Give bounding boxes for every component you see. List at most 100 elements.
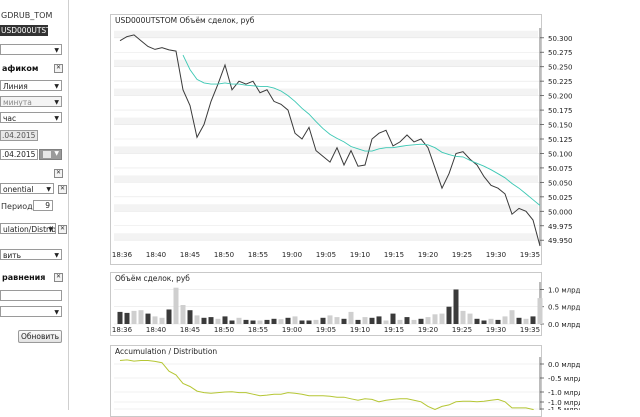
y-tick-label: 0.5 млрд <box>548 304 580 312</box>
x-tick-label: 18:55 <box>248 251 268 259</box>
volume-bar <box>208 317 214 324</box>
volume-bar <box>404 317 410 324</box>
volume-bar <box>131 310 137 324</box>
period-label: Период : <box>1 202 38 211</box>
grid-band <box>114 175 538 183</box>
volume-bar <box>509 310 515 324</box>
interval-select[interactable]: час ▼ <box>0 112 62 123</box>
volume-bar <box>439 313 445 324</box>
chart-type-value: Линия <box>3 82 28 91</box>
refresh-button[interactable]: Обновить <box>18 330 62 343</box>
volume-bar <box>481 320 487 324</box>
indicator-type-value: onential <box>3 185 34 194</box>
x-tick-label: 18:36 <box>112 326 133 334</box>
chart-section-title: афиком <box>2 64 39 73</box>
y-tick-label: 50.025 <box>548 194 573 202</box>
date-to-input[interactable]: .04.2015 <box>0 149 38 160</box>
volume-bar <box>257 320 263 324</box>
x-tick-label: 18:55 <box>248 326 268 334</box>
ema-line <box>182 54 541 206</box>
chevron-down-icon: ▼ <box>54 252 59 259</box>
volume-bar <box>313 319 319 324</box>
action-value: вить <box>3 251 22 260</box>
x-tick-label: 19:10 <box>350 251 370 259</box>
volume-bar <box>341 318 347 324</box>
interval-value: час <box>3 114 17 123</box>
volume-bar <box>194 315 200 324</box>
compare-input[interactable] <box>0 290 62 301</box>
chevron-down-icon: ▼ <box>54 115 59 122</box>
volume-bar <box>138 310 144 324</box>
volume-bar <box>537 298 543 324</box>
grid-band <box>114 30 538 38</box>
chevron-down-icon: ▼ <box>54 150 59 157</box>
compare-section-title: равнения <box>2 273 46 282</box>
y-tick-label: 50.125 <box>548 136 573 144</box>
grid-band <box>114 233 538 241</box>
instrument-select[interactable]: ▼ <box>0 44 62 55</box>
instrument-item-usd000utstom[interactable]: USD000UTSTOM <box>0 25 64 36</box>
volume-bar <box>278 319 284 324</box>
indicator-type-select[interactable]: onential ▼ <box>0 183 54 194</box>
x-tick-label: 18:50 <box>214 251 234 259</box>
close-icon[interactable]: ✕ <box>54 169 63 178</box>
volume-bar <box>523 318 529 324</box>
volume-bar <box>222 316 228 324</box>
volume-bar <box>187 310 193 324</box>
volume-bar <box>446 306 452 324</box>
x-tick-label: 19:20 <box>418 326 438 334</box>
close-icon[interactable]: ✕ <box>58 225 67 234</box>
x-tick-label: 19:35 <box>520 251 540 259</box>
calendar-button[interactable]: ▼ <box>39 149 62 160</box>
indicator2-value: ulation/Distrib <box>3 225 56 234</box>
y-tick-label: -1.0 млрд <box>548 389 580 397</box>
date-from-input[interactable]: .04.2015 <box>0 130 38 141</box>
volume-bar <box>145 313 151 324</box>
volume-bar <box>425 317 431 324</box>
chevron-down-icon: ▼ <box>46 186 51 193</box>
indicator2-select[interactable]: ulation/Distrib ▼ <box>0 223 56 234</box>
y-tick-label: 50.000 <box>548 208 573 216</box>
chevron-down-icon: ▼ <box>54 309 59 316</box>
x-tick-label: 18:45 <box>180 251 200 259</box>
price-chart-panel: USD000UTSTOM Объём сделок, руб <box>110 14 542 265</box>
volume-bar <box>292 316 298 324</box>
grid-band <box>114 146 538 154</box>
volume-bar <box>215 318 221 324</box>
price-line <box>119 34 541 247</box>
y-tick-label: 50.275 <box>548 49 573 57</box>
x-tick-label: 19:15 <box>384 251 404 259</box>
y-tick-label: 0.0 млрд <box>548 321 580 329</box>
volume-bar <box>369 317 375 324</box>
y-tick-label: 0.0 млрд <box>548 361 580 369</box>
settings-panel: GDRUB_TOM USD000UTSTOM ▼ афиком ✕ Линия ▼… <box>0 0 69 410</box>
close-icon[interactable]: ✕ <box>58 185 67 194</box>
volume-bar <box>502 316 508 324</box>
volume-chart-title: Объём сделок, руб <box>115 274 190 283</box>
grid-band <box>114 117 538 125</box>
close-icon[interactable]: ✕ <box>54 273 63 282</box>
volume-bar <box>173 287 179 324</box>
y-tick-label: 50.100 <box>548 150 573 158</box>
x-tick-label: 18:40 <box>146 251 166 259</box>
volume-bar <box>453 289 459 324</box>
volume-bar <box>306 320 312 324</box>
y-tick-label: -1.5 млрд <box>548 406 580 410</box>
volume-bar <box>201 317 207 324</box>
x-tick-label: 19:30 <box>486 251 506 259</box>
y-tick-label: 50.150 <box>548 122 573 130</box>
instrument-item-gdrub[interactable]: GDRUB_TOM <box>1 11 53 20</box>
interval-unit-select[interactable]: минута ▼ <box>0 96 62 107</box>
y-tick-label: 50.225 <box>548 78 573 86</box>
volume-bar <box>243 319 249 324</box>
volume-chart-panel: Объём сделок, руб <box>110 272 542 336</box>
period-input[interactable]: 9 <box>33 200 53 211</box>
volume-bar <box>124 312 130 324</box>
action-select[interactable]: вить ▼ <box>0 249 62 260</box>
close-icon[interactable]: ✕ <box>54 64 63 73</box>
chart-type-select[interactable]: Линия ▼ <box>0 80 62 91</box>
volume-bar <box>411 319 417 324</box>
calendar-icon <box>43 151 51 158</box>
x-tick-label: 19:20 <box>418 251 438 259</box>
compare-select[interactable]: ▼ <box>0 306 62 317</box>
